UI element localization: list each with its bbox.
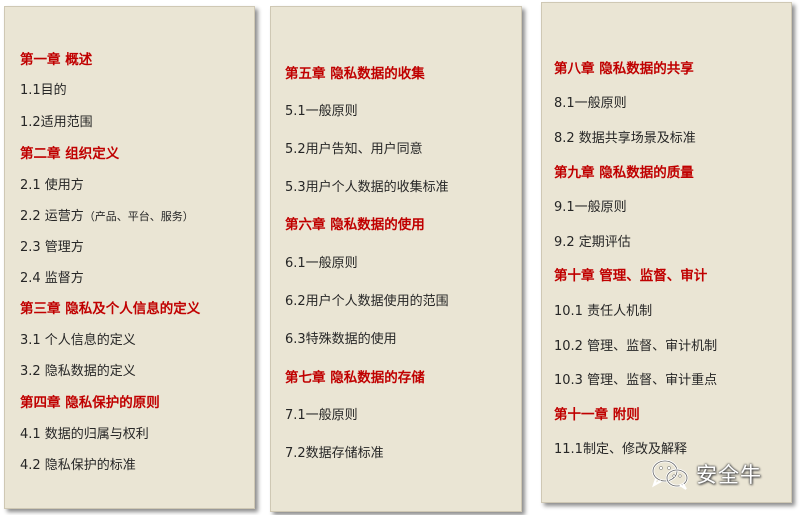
section-item: 7.2数据存储标准 <box>285 446 384 461</box>
section-item: 3.2 隐私数据的定义 <box>20 364 136 379</box>
section-item: 4.1 数据的归属与权利 <box>20 427 149 442</box>
chapter-heading: 第十章 管理、监督、审计 <box>554 268 708 284</box>
section-item: 7.1一般原则 <box>285 408 358 423</box>
toc-panel-2: 第五章 隐私数据的收集 5.1一般原则 5.2用户告知、用户同意 5.3用户个人… <box>270 6 522 512</box>
chapter-heading: 第六章 隐私数据的使用 <box>285 217 425 233</box>
toc-panel-1: 第一章 概述 1.1目的 1.2适用范围 第二章 组织定义 2.1 使用方 2.… <box>4 6 255 509</box>
section-item: 2.4 监督方 <box>20 271 84 286</box>
section-item: 9.2 定期评估 <box>554 235 631 250</box>
watermark-label: 安全牛 <box>696 463 762 487</box>
section-item: 5.2用户告知、用户同意 <box>285 142 423 157</box>
section-item: 6.2用户个人数据使用的范围 <box>285 294 449 309</box>
wechat-icon <box>651 459 689 490</box>
chapter-heading: 第十一章 附则 <box>554 407 640 423</box>
chapter-heading: 第九章 隐私数据的质量 <box>554 165 694 181</box>
section-item: 2.2 运营方（产品、平台、服务） <box>20 209 194 225</box>
section-item: 9.1一般原则 <box>554 200 627 215</box>
section-item: 10.1 责任人机制 <box>554 304 653 319</box>
chapter-heading: 第三章 隐私及个人信息的定义 <box>20 301 201 317</box>
section-item: 4.2 隐私保护的标准 <box>20 458 136 473</box>
section-label: 2.2 运营方 <box>20 209 84 224</box>
section-item: 3.1 个人信息的定义 <box>20 333 136 348</box>
section-note: （产品、平台、服务） <box>83 210 194 223</box>
chapter-heading: 第一章 概述 <box>20 52 93 68</box>
chapter-heading: 第二章 组织定义 <box>20 146 120 162</box>
section-item: 6.3特殊数据的使用 <box>285 332 397 347</box>
watermark: 安全牛 <box>650 455 780 493</box>
section-item: 10.3 管理、监督、审计重点 <box>554 373 718 388</box>
section-item: 1.2适用范围 <box>20 115 93 130</box>
section-item: 11.1制定、修改及解释 <box>554 442 687 457</box>
section-item: 8.2 数据共享场景及标准 <box>554 131 696 146</box>
section-item: 5.3用户个人数据的收集标准 <box>285 180 449 195</box>
section-item: 1.1目的 <box>20 83 67 98</box>
chapter-heading: 第四章 隐私保护的原则 <box>20 395 160 411</box>
chapter-heading: 第七章 隐私数据的存储 <box>285 370 425 386</box>
section-item: 10.2 管理、监督、审计机制 <box>554 339 718 354</box>
toc-panel-3: 第八章 隐私数据的共享 8.1一般原则 8.2 数据共享场景及标准 第九章 隐私… <box>541 2 792 503</box>
chapter-heading: 第八章 隐私数据的共享 <box>554 61 694 77</box>
chapter-heading: 第五章 隐私数据的收集 <box>285 66 425 82</box>
section-item: 6.1一般原则 <box>285 256 358 271</box>
section-item: 2.3 管理方 <box>20 240 84 255</box>
section-item: 5.1一般原则 <box>285 104 358 119</box>
section-item: 2.1 使用方 <box>20 178 84 193</box>
section-item: 8.1一般原则 <box>554 96 627 111</box>
